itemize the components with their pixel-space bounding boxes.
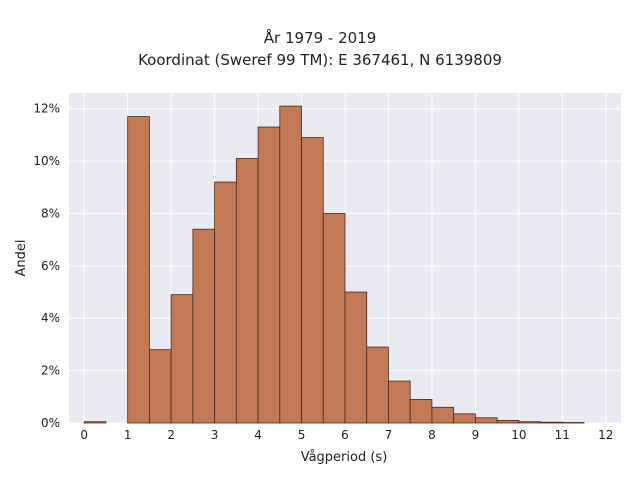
- histogram-bar: [344, 291, 368, 424]
- x-tick-label: 3: [211, 428, 219, 442]
- histogram-bar: [431, 406, 455, 424]
- y-tick-label: 2%: [41, 364, 60, 378]
- histogram-bar: [474, 417, 498, 424]
- histogram-bar: [235, 158, 259, 424]
- histogram-bar: [170, 294, 194, 424]
- histogram-bar: [496, 419, 520, 424]
- histogram-bar: [409, 399, 433, 424]
- histogram-bar: [561, 422, 585, 424]
- histogram-bar: [453, 413, 476, 424]
- chart-title-line-2: Koordinat (Sweref 99 TM): E 367461, N 61…: [138, 51, 502, 69]
- y-tick-labels: 0% 2% 4% 6% 8% 10% 12%: [33, 102, 60, 430]
- histogram-bar: [192, 228, 216, 424]
- x-tick-label: 10: [511, 428, 526, 442]
- y-tick-label: 0%: [41, 416, 60, 430]
- y-tick-label: 10%: [33, 154, 60, 168]
- x-tick-label: 7: [385, 428, 393, 442]
- histogram-bar: [366, 346, 389, 424]
- histogram-bar: [279, 105, 302, 424]
- x-tick-label: 8: [428, 428, 436, 442]
- histogram-bar: [214, 181, 237, 424]
- histogram-bar: [301, 137, 324, 424]
- histogram-bar: [518, 421, 541, 424]
- histogram-bar: [388, 380, 411, 424]
- x-tick-label: 1: [124, 428, 132, 442]
- x-tick-label: 6: [341, 428, 349, 442]
- x-axis-label: Vågperiod (s): [301, 450, 388, 465]
- histogram-bar: [540, 421, 563, 424]
- histogram-bar: [257, 126, 281, 424]
- x-tick-label: 9: [472, 428, 480, 442]
- x-tick-labels: 0 1 2 3 4 5 6 7 8 9 10 11 12: [80, 428, 613, 442]
- bars: [83, 105, 585, 424]
- histogram-bar: [127, 116, 150, 424]
- x-tick-label: 11: [555, 428, 570, 442]
- histogram-bar: [322, 213, 346, 424]
- x-tick-label: 0: [80, 428, 88, 442]
- x-tick-label: 2: [167, 428, 175, 442]
- histogram-bar: [149, 349, 172, 424]
- histogram-bar: [83, 421, 107, 424]
- y-axis-label: Andel: [14, 240, 29, 277]
- y-tick-label: 12%: [33, 102, 60, 116]
- chart-title-line-1: År 1979 - 2019: [263, 29, 377, 47]
- y-tick-label: 6%: [41, 259, 60, 273]
- x-tick-label: 4: [254, 428, 262, 442]
- x-tick-label: 12: [598, 428, 613, 442]
- y-tick-label: 8%: [41, 206, 60, 220]
- x-tick-label: 5: [298, 428, 306, 442]
- y-tick-label: 4%: [41, 311, 60, 325]
